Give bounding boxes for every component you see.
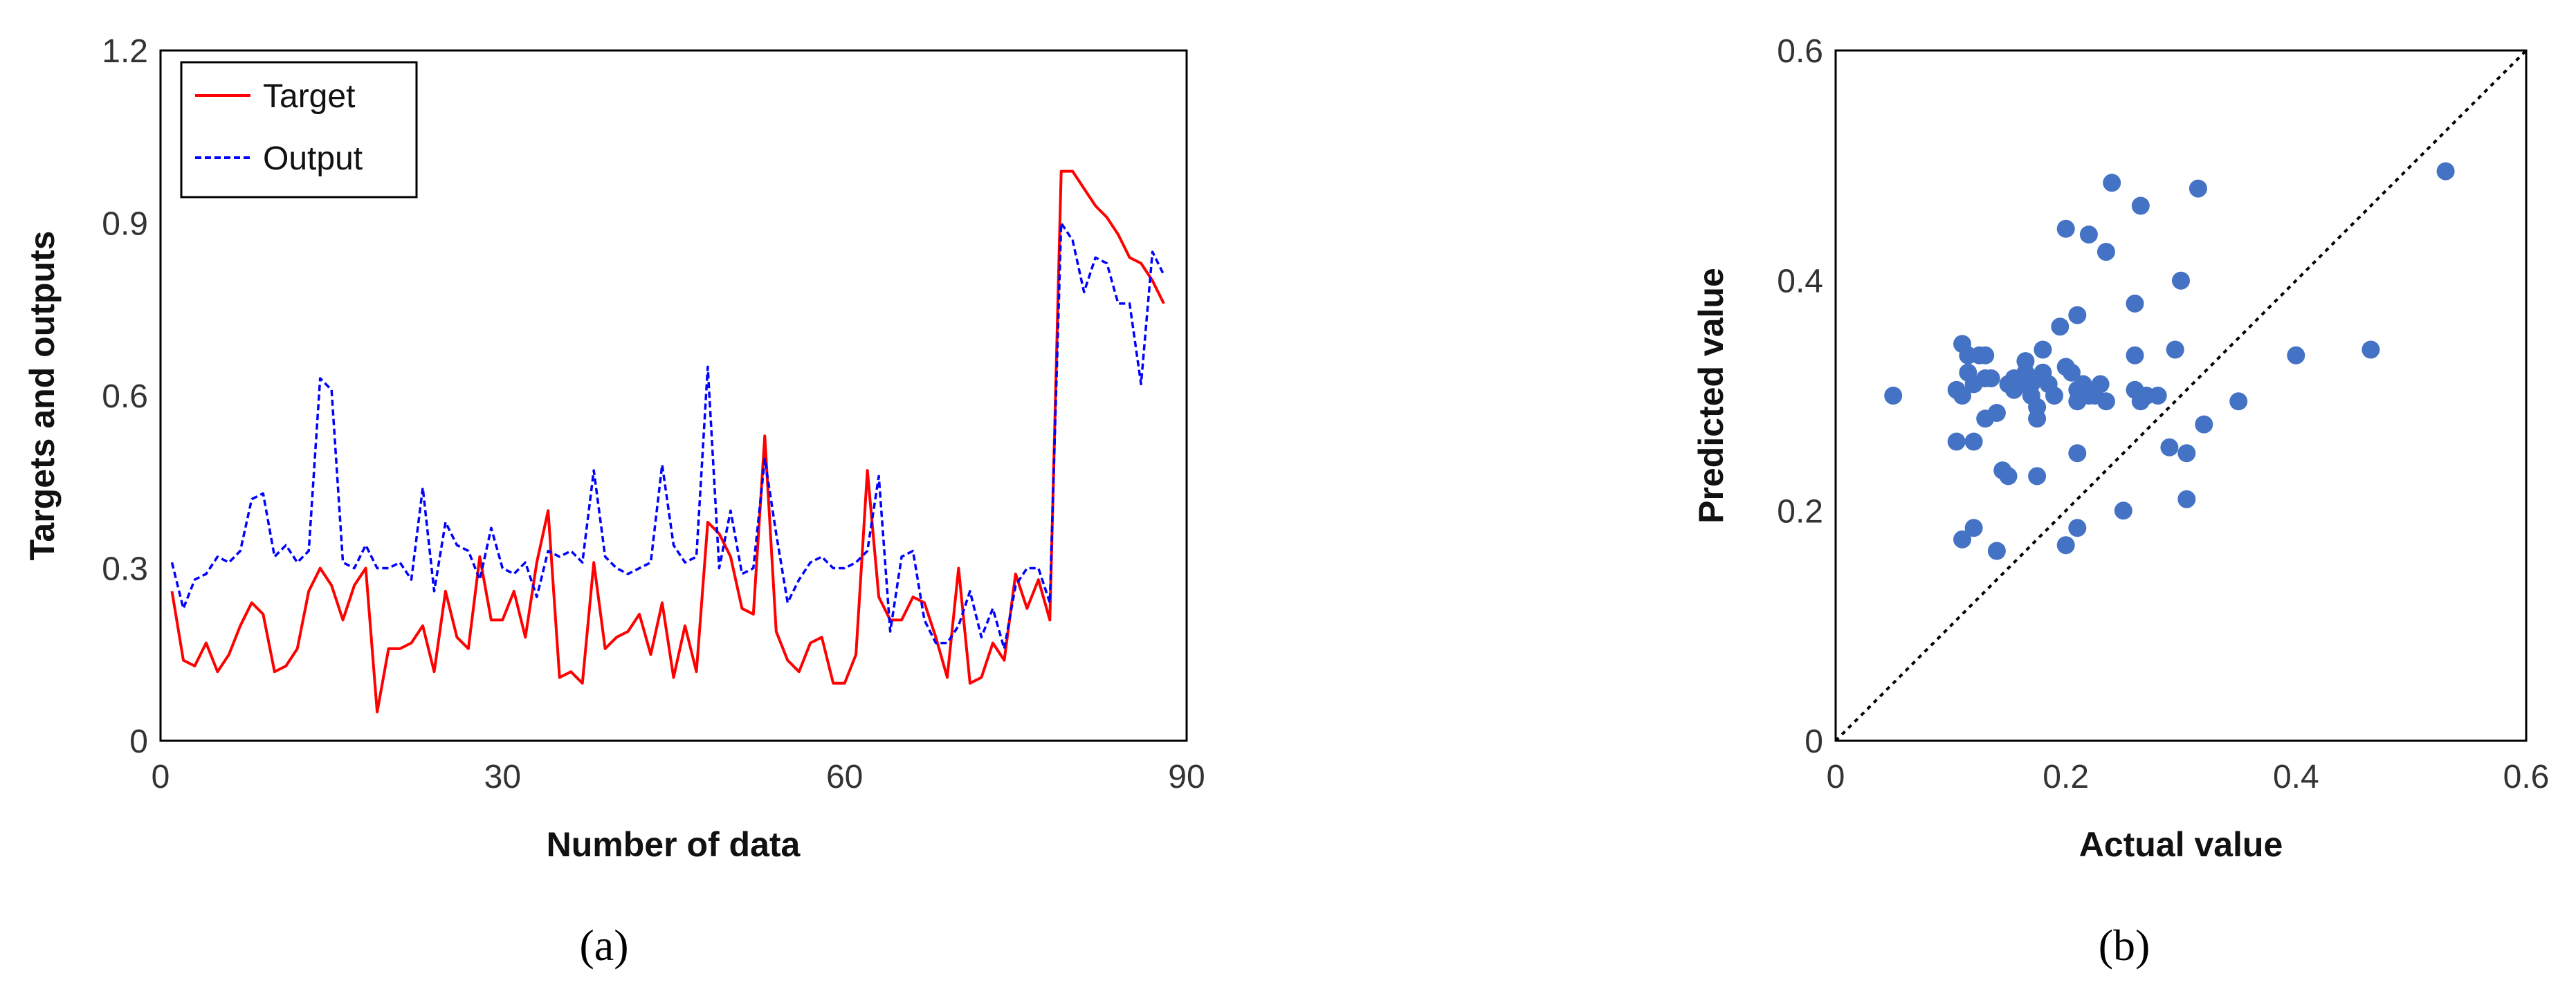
scatter-points-b <box>1884 162 2455 560</box>
y-tick-label-a: 0 <box>129 723 148 760</box>
x-axis-title-b: Actual value <box>2079 825 2283 864</box>
legend-box-a <box>180 61 418 199</box>
y-axis-title-a: Targets and outputs <box>23 231 62 561</box>
scatter-point <box>1964 519 1983 537</box>
scatter-point <box>2436 162 2455 181</box>
scatter-point <box>2229 392 2248 411</box>
x-tick-label-a: 30 <box>484 759 521 795</box>
scatter-point <box>2148 387 2167 405</box>
scatter-point <box>2126 294 2144 313</box>
scatter-point <box>2160 438 2179 456</box>
scatter-point <box>2016 352 2035 371</box>
scatter-point <box>2172 271 2190 290</box>
x-tick-labels-a: 0 30 60 90 <box>152 759 1205 795</box>
scatter-point <box>2056 536 2075 555</box>
x-tick-label-b: 0.2 <box>2043 759 2089 795</box>
scatter-point <box>2068 444 2087 463</box>
scatter-point <box>2177 444 2196 463</box>
scatter-point <box>2177 490 2196 508</box>
scatter-point <box>2051 317 2070 336</box>
scatter-point <box>2034 340 2052 359</box>
scatter-point <box>2126 346 2144 365</box>
scatter-point <box>1976 346 1995 365</box>
scatter-point <box>2091 375 2110 394</box>
y-tick-label-a: 1.2 <box>102 33 148 70</box>
x-axis-title-a: Number of data <box>547 825 801 864</box>
scatter-point <box>2103 174 2121 192</box>
scatter-point <box>2079 225 2098 244</box>
scatter-point <box>1987 542 2006 560</box>
scatter-point <box>1964 432 1983 451</box>
scatter-point <box>2022 375 2040 394</box>
scatter-point <box>1953 530 1971 548</box>
scatter-point <box>2028 398 2047 416</box>
series-lines-a <box>170 169 1165 714</box>
scatter-point <box>1987 404 2006 422</box>
legend-label-output: Output <box>263 140 363 177</box>
x-tick-label-a: 90 <box>1168 759 1205 795</box>
x-tick-label-b: 0.6 <box>2503 759 2550 795</box>
scatter-point <box>2195 415 2213 434</box>
series-line-target <box>170 169 1165 714</box>
x-tick-label-a: 0 <box>152 759 170 795</box>
x-tick-label-a: 60 <box>826 759 863 795</box>
x-tick-labels-b: 0 0.2 0.4 0.6 <box>1827 759 2550 795</box>
y-tick-label-b: 0 <box>1805 723 1823 760</box>
line-chart-panel-a: 0 0.3 0.6 0.9 1.2 0 30 60 90 Target Output Numb… <box>23 33 1205 970</box>
y-tick-label-a: 0.6 <box>102 378 148 415</box>
legend-label-target: Target <box>263 78 355 115</box>
identity-reference-line <box>1834 49 2528 742</box>
y-tick-label-a: 0.9 <box>102 206 148 243</box>
y-tick-labels-b: 0 0.2 0.4 0.6 <box>1777 33 1823 760</box>
scatter-point <box>2362 340 2380 359</box>
scatter-point <box>1982 369 2000 387</box>
scatter-point <box>2189 179 2207 198</box>
scatter-point <box>2131 196 2150 215</box>
x-tick-label-b: 0.4 <box>2273 759 2319 795</box>
scatter-point <box>1999 467 2018 486</box>
scatter-point <box>2097 243 2115 261</box>
panel-label-a: (a) <box>579 921 628 970</box>
scatter-point <box>1884 387 1903 405</box>
y-tick-labels-a: 0 0.3 0.6 0.9 1.2 <box>102 33 148 760</box>
scatter-point <box>2287 346 2305 365</box>
scatter-point <box>2068 306 2087 324</box>
y-tick-label-b: 0.6 <box>1777 33 1823 70</box>
y-tick-label-a: 0.3 <box>102 551 148 588</box>
scatter-point <box>1947 432 1966 451</box>
scatter-point <box>2063 363 2081 382</box>
scatter-point <box>2068 519 2087 537</box>
scatter-point <box>2028 467 2047 486</box>
scatter-chart-panel-b: 0 0.2 0.4 0.6 0 0.2 0.4 0.6 Actual value Predi… <box>1692 33 2549 970</box>
scatter-point <box>1953 387 1971 405</box>
legend-a: Target Output <box>180 61 418 199</box>
y-tick-label-b: 0.2 <box>1777 493 1823 530</box>
scatter-point <box>2166 340 2184 359</box>
x-tick-label-b: 0 <box>1827 759 1845 795</box>
scatter-point <box>2056 219 2075 238</box>
panel-label-b: (b) <box>2099 921 2150 970</box>
y-axis-title-b: Predicted value <box>1692 268 1730 524</box>
series-line-output <box>170 221 1165 650</box>
y-tick-label-b: 0.4 <box>1777 264 1823 300</box>
scatter-point <box>2097 392 2115 411</box>
scatter-point <box>2045 387 2063 405</box>
scatter-point <box>2114 501 2132 520</box>
